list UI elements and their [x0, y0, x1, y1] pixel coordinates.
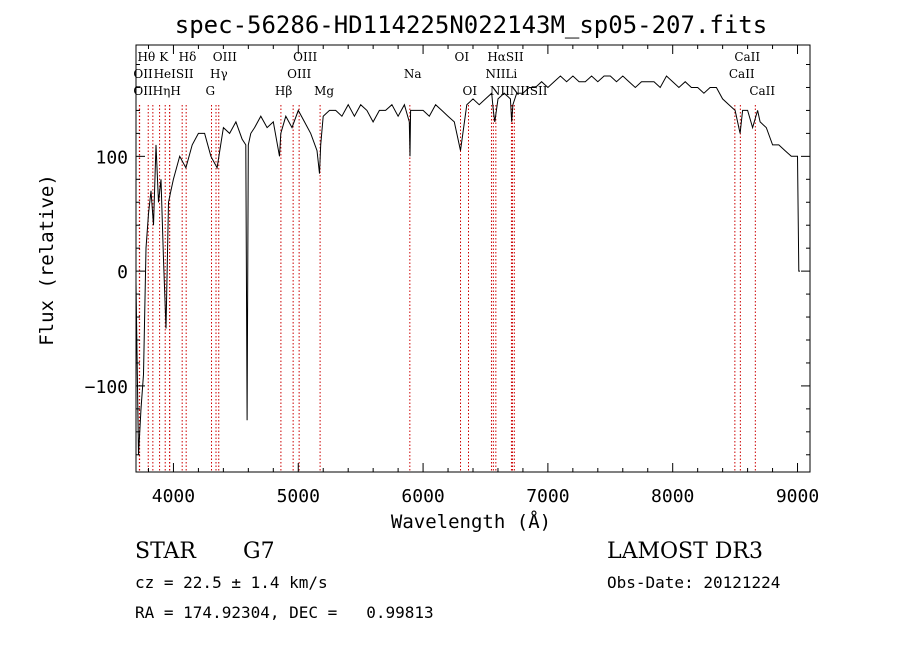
redshift-velocity: cz = 22.5 ± 1.4 km/s: [135, 573, 328, 592]
line-label-2: Hδ: [179, 50, 197, 64]
line-label-4: OIII: [293, 50, 317, 64]
spectrum-line: [135, 75, 800, 455]
survey-name: LAMOST DR3: [607, 539, 763, 564]
line-label-16: OIIHηH: [133, 84, 180, 98]
y-axis-ticks: −100 0 100: [85, 64, 810, 456]
y-tick-label--100: −100: [85, 377, 128, 398]
line-label-19: Mg: [314, 84, 334, 98]
line-label-22: CaII: [749, 84, 775, 98]
object-subclass: G7: [243, 539, 275, 564]
line-label-11: OIII: [287, 67, 311, 81]
line-label-9: HeISII: [154, 67, 194, 81]
line-label-10: Hγ: [210, 67, 228, 81]
line-label-18: Hβ: [275, 84, 292, 98]
x-tick-label-9000: 9000: [776, 486, 819, 507]
line-label-1: K: [159, 50, 169, 64]
line-label-5: OI: [455, 50, 470, 64]
line-label-15: CaII: [729, 67, 755, 81]
x-axis-ticks: 4000 5000 6000 7000 8000 9000: [147, 45, 819, 507]
spectral-line-labels: Hθ K Hδ OIII OIII OI HαSII CaII OII HeISII Hγ OIII N…: [133, 50, 775, 98]
observation-date: Obs-Date: 20121224: [607, 573, 781, 592]
line-label-21: NIINIISII: [490, 84, 548, 98]
x-tick-label-7000: 7000: [526, 486, 569, 507]
line-label-17: G: [206, 84, 216, 98]
x-tick-label-4000: 4000: [152, 486, 195, 507]
y-tick-label-100: 100: [95, 147, 128, 168]
coordinates: RA = 174.92304, DEC = 0.99813: [135, 603, 434, 622]
line-label-3: OIII: [213, 50, 237, 64]
plot-frame: [135, 44, 811, 473]
chart-title: spec-56286-HD114225N022143M_sp05-207.fit…: [175, 11, 767, 39]
line-label-14: Li: [505, 67, 517, 81]
x-axis-label: Wavelength (Å): [391, 510, 551, 533]
line-label-0: Hθ: [137, 50, 155, 64]
spectral-line-markers: [138, 105, 756, 472]
line-label-6: HαSII: [487, 50, 524, 64]
x-tick-label-8000: 8000: [651, 486, 694, 507]
y-tick-label-0: 0: [117, 262, 128, 283]
line-label-20: OI: [463, 84, 478, 98]
x-tick-label-5000: 5000: [277, 486, 320, 507]
line-label-12: Na: [404, 67, 422, 81]
line-label-13: NII: [485, 67, 505, 81]
line-label-8: OII: [133, 67, 153, 81]
y-axis-label: Flux (relative): [36, 174, 58, 346]
line-label-7: CaII: [734, 50, 760, 64]
object-class: STAR: [135, 539, 196, 564]
x-tick-label-6000: 6000: [401, 486, 444, 507]
